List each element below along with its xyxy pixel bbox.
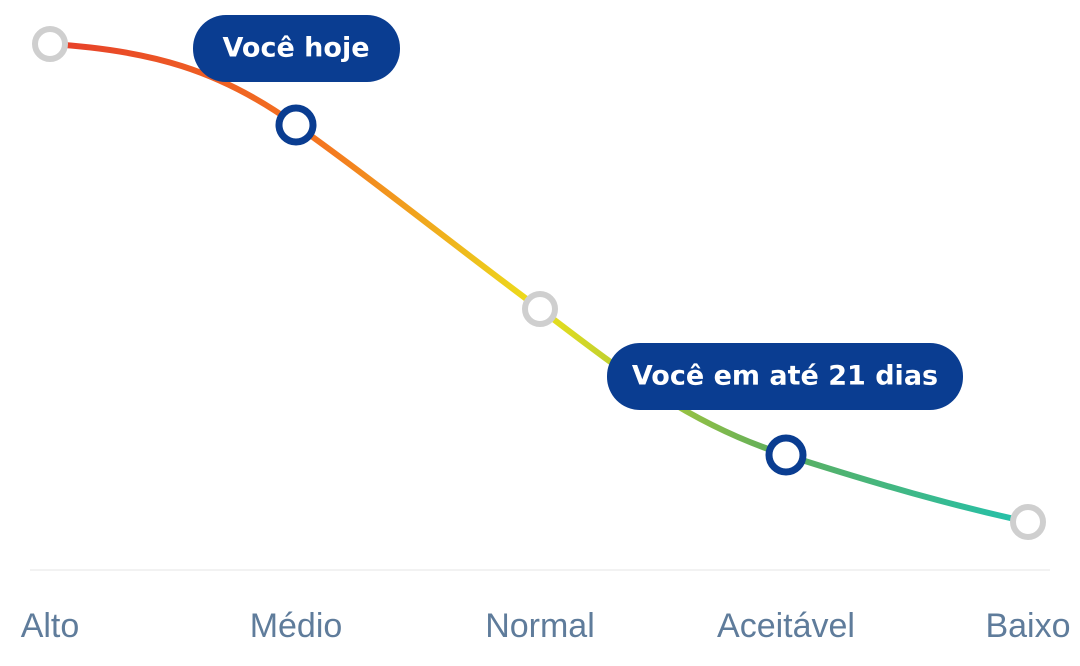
callout-text: Você em até 21 dias: [632, 361, 938, 392]
level-point: [522, 291, 558, 327]
level-label: Médio: [250, 607, 343, 645]
level-label: Alto: [21, 607, 80, 645]
level-label: Normal: [485, 607, 595, 645]
level-label: Aceitável: [717, 607, 855, 645]
level-point: [32, 26, 68, 62]
target-point: [765, 434, 807, 476]
current-point: [275, 104, 317, 146]
level-curve: [49, 41, 1029, 525]
level-point: [1010, 504, 1046, 540]
callout-bubble: [607, 343, 963, 410]
callout-bubble: [193, 15, 400, 82]
callout-text: Você hoje: [222, 33, 369, 64]
level-label: Baixo: [985, 607, 1070, 645]
